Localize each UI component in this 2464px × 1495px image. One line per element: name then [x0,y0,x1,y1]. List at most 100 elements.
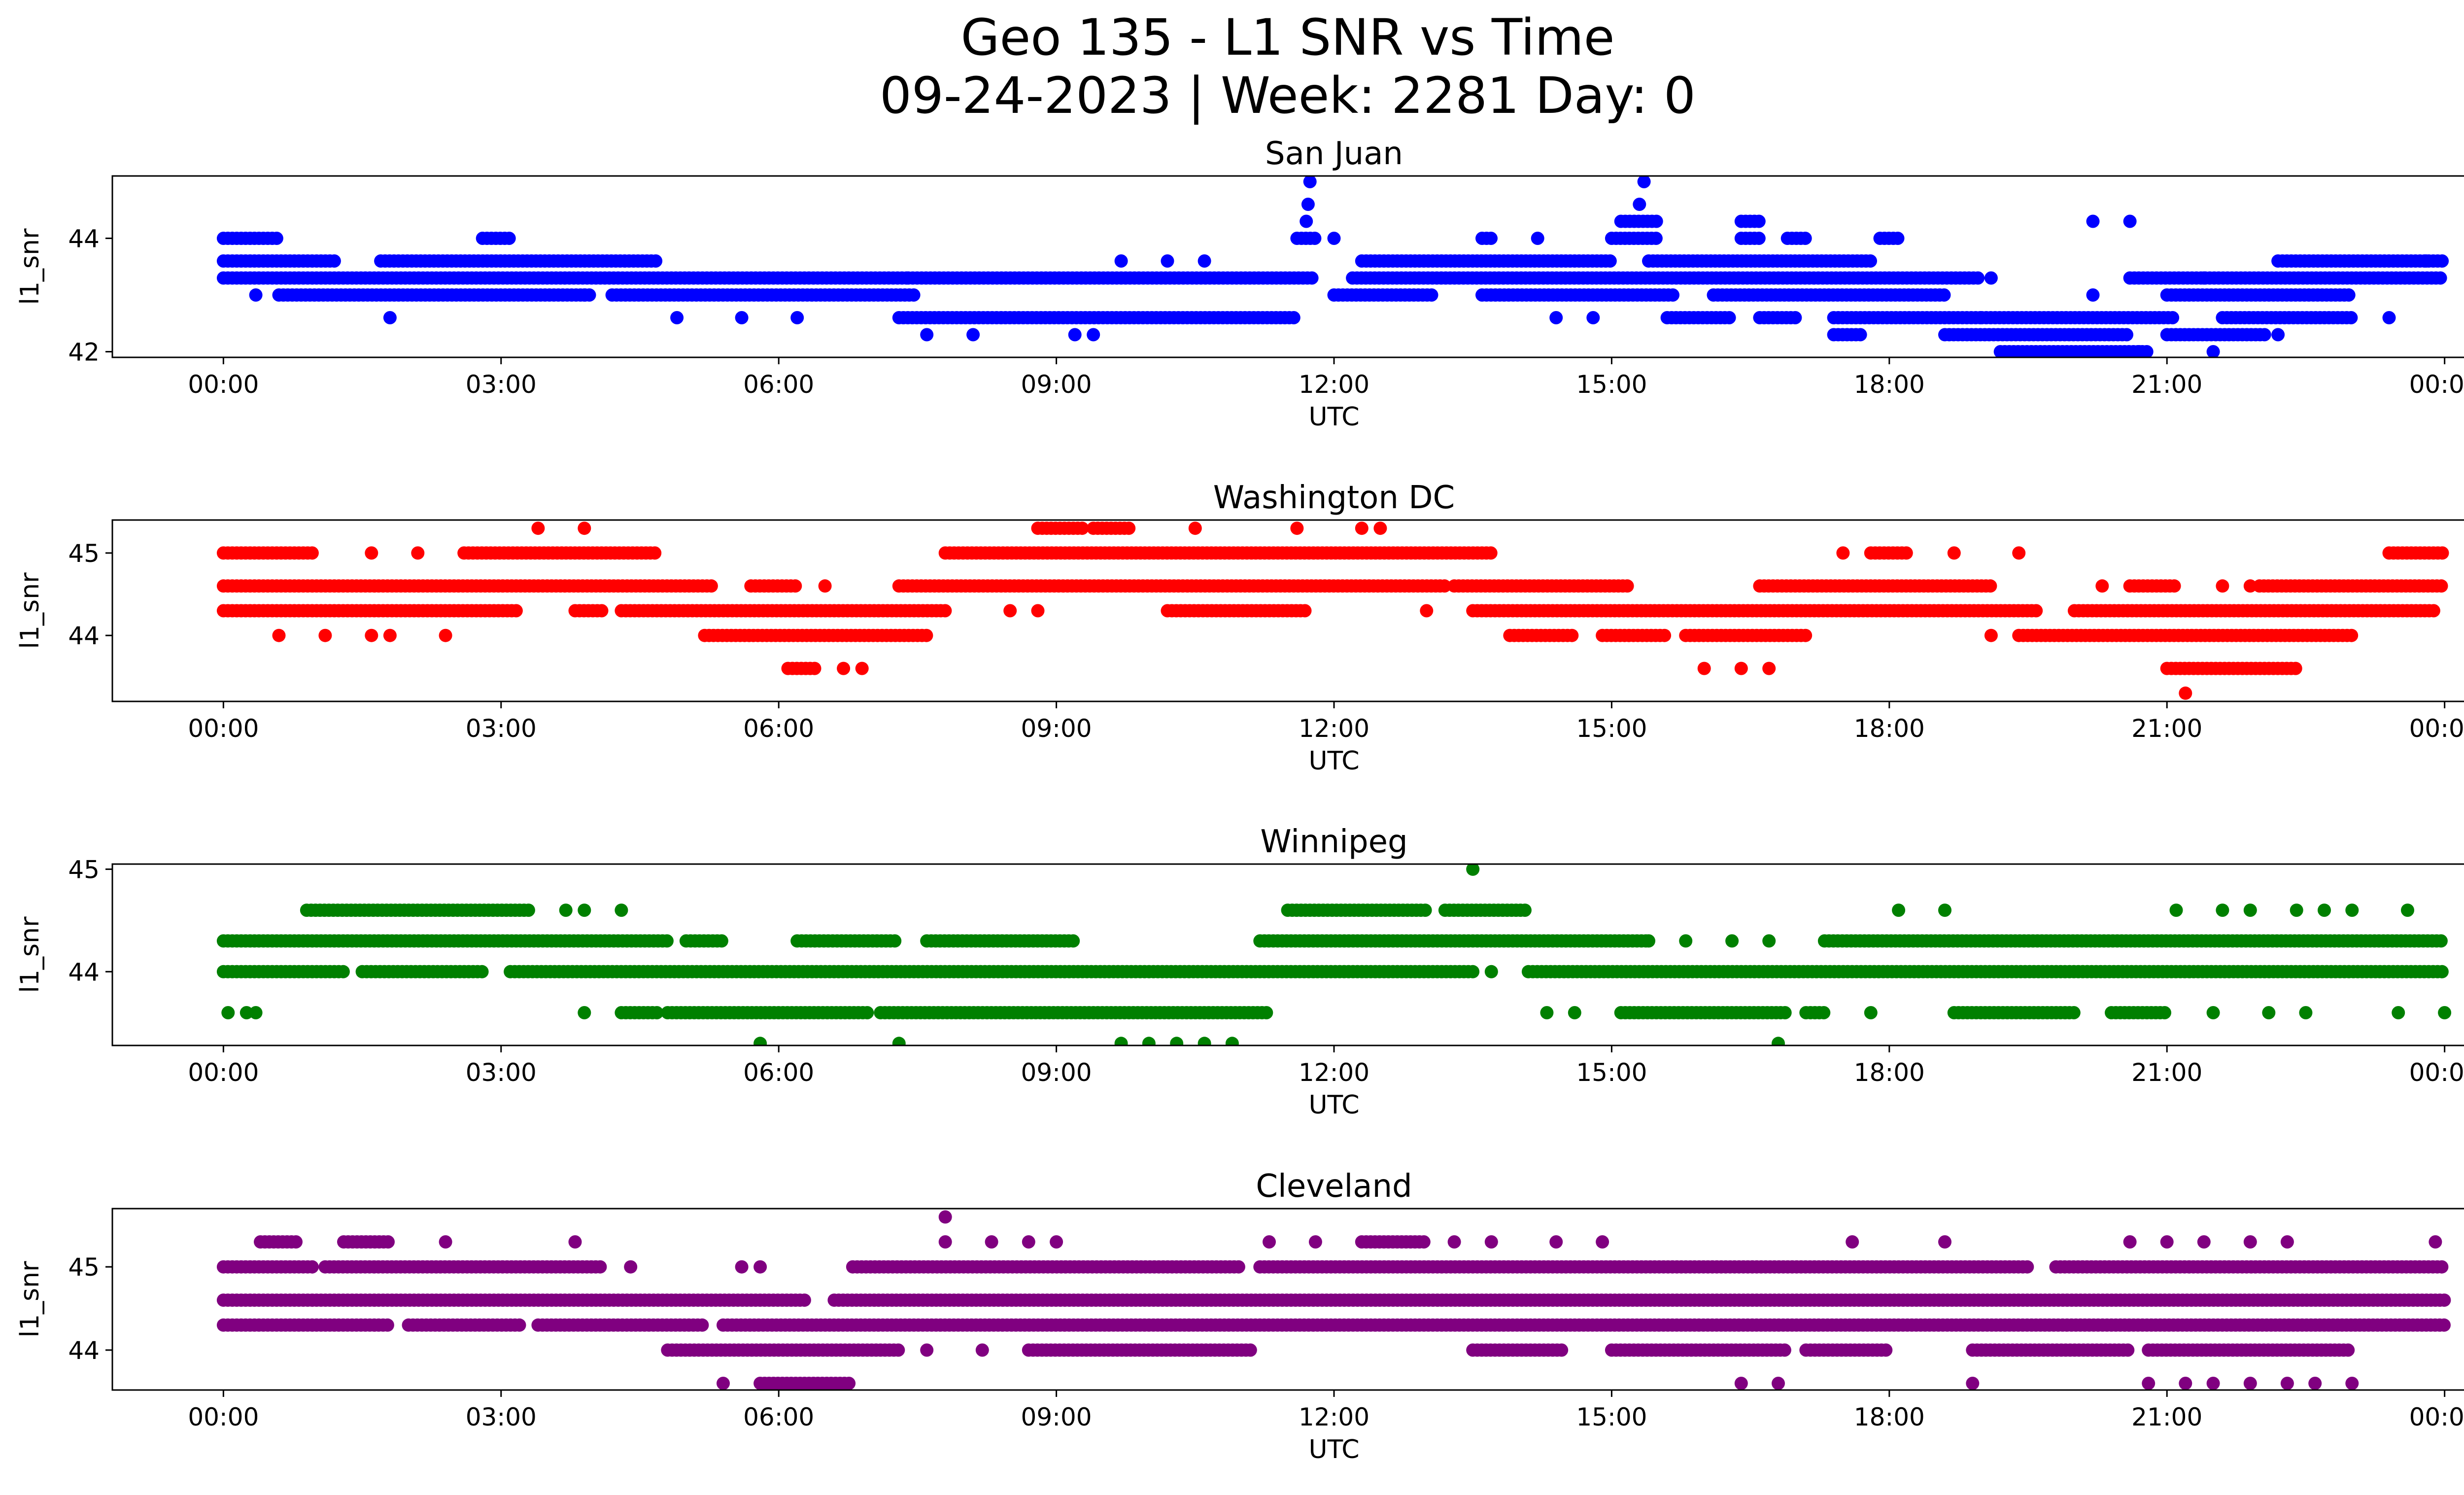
data-point [272,628,286,642]
data-point [411,546,425,560]
data-point [2427,604,2440,618]
y-tick-label: 42 [68,338,100,367]
data-point [305,546,319,560]
x-tick-label: 06:00 [743,1058,814,1087]
data-point [1087,328,1100,342]
subplot-title: Winnipeg [1260,824,1407,860]
data-point [1984,579,1997,593]
data-point [735,311,749,324]
data-point [1287,311,1300,324]
x-axis-label: UTC [1308,402,1359,432]
data-point [892,1037,906,1045]
data-point [2206,345,2220,357]
data-point [475,965,489,978]
data-point [327,254,341,268]
data-point [1836,546,1850,560]
data-point [1225,1037,1239,1045]
data-point [2435,546,2449,560]
data-point [2435,965,2449,978]
x-tick-label: 09:00 [1021,1058,1092,1087]
data-point [753,1037,767,1045]
data-point [1114,1037,1128,1045]
data-point [249,1006,263,1019]
data-point [1568,1006,1581,1019]
data-point [808,661,821,675]
data-point [1798,232,1812,245]
x-tick-label: 21:00 [2131,1058,2202,1087]
x-tick-label: 15:00 [1576,370,1647,399]
data-point [1752,232,1766,245]
x-tick-label: 00:00 [188,714,259,743]
data-point [1298,604,1312,618]
data-point [888,934,902,948]
data-point [531,522,545,535]
data-point [855,661,869,675]
data-point [2216,579,2229,593]
data-point [649,254,663,268]
data-point [1531,232,1544,245]
y-tick-label: 45 [68,539,100,568]
data-point [2290,904,2303,917]
data-point [1114,254,1128,268]
data-point [1031,604,1045,618]
x-tick-label: 21:00 [2131,714,2202,743]
data-point [1799,628,1813,642]
data-point [1778,1006,1792,1019]
data-point [1649,232,1663,245]
data-point [648,546,662,560]
data-point [578,904,591,917]
y-axis-label: l1_snr [15,916,45,993]
data-point [2271,328,2285,342]
subplot-title: Cleveland [1256,1168,1412,1205]
y-tick-label: 44 [68,958,100,986]
data-point [1586,311,1600,324]
data-series [216,864,2452,1045]
x-tick-label: 15:00 [1576,714,1647,743]
data-point [383,311,397,324]
data-point [336,965,350,978]
x-tick-label: 12:00 [1299,714,1369,743]
data-point [1198,1037,1211,1045]
data-series [216,1210,2451,1390]
data-point [1666,288,1679,302]
data-point [2262,1006,2276,1019]
data-point [1722,311,1736,324]
x-tick-label: 03:00 [466,714,537,743]
data-point [1649,214,1663,228]
data-point [1170,1037,1184,1045]
data-point [1327,232,1341,245]
y-tick-label: 44 [68,622,100,650]
data-point [2197,271,2211,285]
x-tick-label: 12:00 [1299,370,1369,399]
data-point [1420,604,1434,618]
data-point [650,1006,664,1019]
data-point [1484,965,1498,978]
data-point [1938,904,1951,917]
data-point [2095,579,2109,593]
subplot-title: San Juan [1265,136,1403,172]
figure-title: Geo 135 - L1 SNR vs Time 09-24-2023 | We… [0,9,2464,125]
data-point [1303,176,1317,188]
data-point [1984,628,1998,642]
data-point [1947,546,1961,560]
data-point [695,1318,709,1332]
data-series [216,176,2449,357]
data-point [1565,628,1579,642]
data-point [2169,904,2183,917]
data-point [365,628,378,642]
data-point [2216,904,2229,917]
data-point [2029,604,2043,618]
data-point [2345,904,2359,917]
x-tick-label: 00:00 [188,1058,259,1087]
data-point [1466,965,1480,978]
figure-title-line-2: 09-24-2023 | Week: 2281 Day: 0 [880,67,1696,125]
data-point [2392,1006,2405,1019]
data-point [578,288,591,302]
data-point [1817,1006,1831,1019]
data-point [1637,176,1651,188]
data-point [2435,254,2449,268]
subplot-title: Washington DC [1213,480,1455,516]
data-point [578,522,591,535]
